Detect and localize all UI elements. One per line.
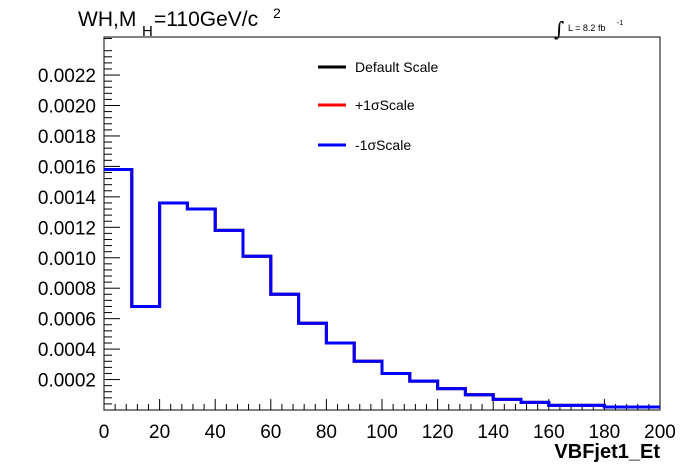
tick-labels: 0 20 40 60 80 100 120 140 160 180 200 0.0002 0.0004 0… <box>38 66 676 443</box>
legend-label-minus1sigma: -1σScale <box>355 137 411 153</box>
chart-title-main: WH,M <box>78 8 136 31</box>
plot-frame <box>103 36 661 411</box>
x-tick-label: 120 <box>422 422 454 443</box>
x-tick-label: 0 <box>99 422 110 443</box>
x-tick-label: 40 <box>205 422 226 443</box>
y-tick-label: 0.0018 <box>38 127 96 148</box>
y-tick-label: 0.0004 <box>38 340 97 361</box>
x-tick-label: 140 <box>477 422 509 443</box>
x-tick-label: 60 <box>260 422 281 443</box>
luminosity-label: L = 8.2 fb <box>568 23 605 33</box>
x-tick-label: 180 <box>589 422 621 443</box>
axis-ticks <box>103 38 661 410</box>
y-tick-label: 0.0020 <box>38 97 96 118</box>
y-tick-label: 0.0016 <box>38 157 96 178</box>
x-tick-label: 200 <box>644 422 676 443</box>
legend-label-plus1sigma: +1σScale <box>355 97 415 113</box>
x-tick-label: 80 <box>316 422 337 443</box>
legend-label-default: Default Scale <box>355 59 438 75</box>
x-tick-label: 20 <box>149 422 170 443</box>
y-tick-label: 0.0012 <box>38 218 96 239</box>
integral-symbol: ∫ <box>554 17 564 41</box>
y-tick-label: 0.0008 <box>38 279 96 300</box>
y-tick-label: 0.0002 <box>38 371 96 392</box>
y-tick-label: 0.0022 <box>38 66 96 87</box>
chart-title-value: =110GeV/c <box>154 8 258 31</box>
x-tick-label: 100 <box>366 422 398 443</box>
x-tick-label: 160 <box>533 422 565 443</box>
chart-title-superscript: 2 <box>273 5 281 21</box>
legend: Default Scale +1σScale -1σScale <box>318 59 438 153</box>
luminosity-superscript: -1 <box>617 20 623 27</box>
chart-title-subscript: H <box>142 23 153 40</box>
x-axis-title: VBFjet1_Et <box>554 441 660 463</box>
y-tick-label: 0.0010 <box>38 249 96 270</box>
histogram-line-minus1sigma <box>104 167 660 409</box>
histogram-series <box>104 167 660 409</box>
y-tick-label: 0.0006 <box>38 310 96 331</box>
y-tick-label: 0.0014 <box>38 188 97 209</box>
